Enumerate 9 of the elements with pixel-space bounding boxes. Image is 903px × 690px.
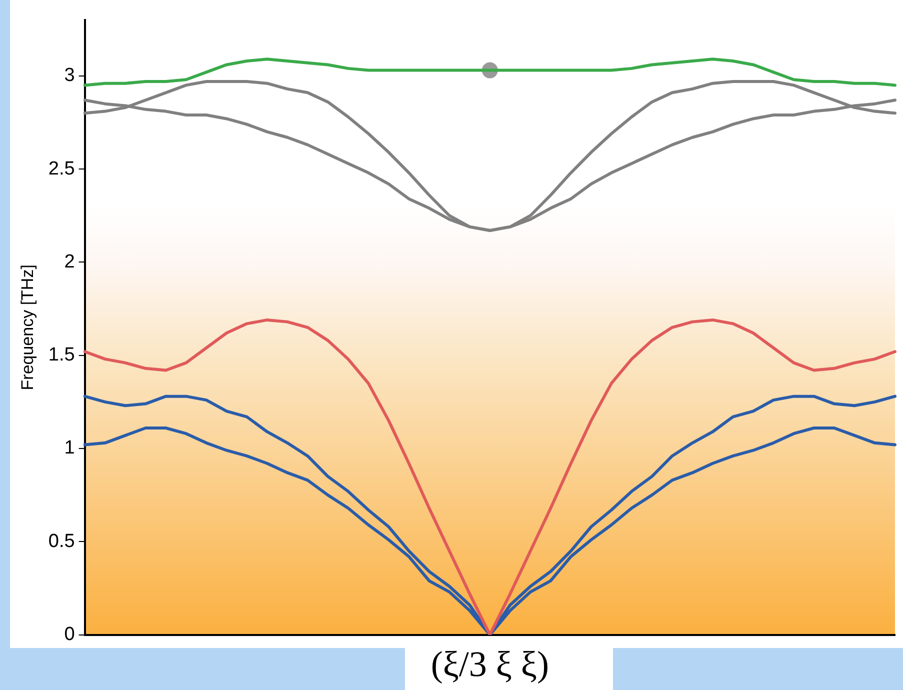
y-tick-label: 0.5: [48, 530, 75, 552]
y-tick-label: 2.5: [48, 158, 75, 180]
y-tick-label: 0: [64, 624, 75, 646]
y-tick-label: 2: [64, 251, 75, 272]
y-tick-label: 3: [64, 65, 75, 86]
y-tick-label: 1: [64, 438, 75, 459]
x-axis-title: (ξ/3 ξ ξ): [430, 644, 549, 684]
y-axis-title: Frequency [THz]: [18, 264, 37, 390]
y-tick-label: 1.5: [48, 344, 75, 366]
